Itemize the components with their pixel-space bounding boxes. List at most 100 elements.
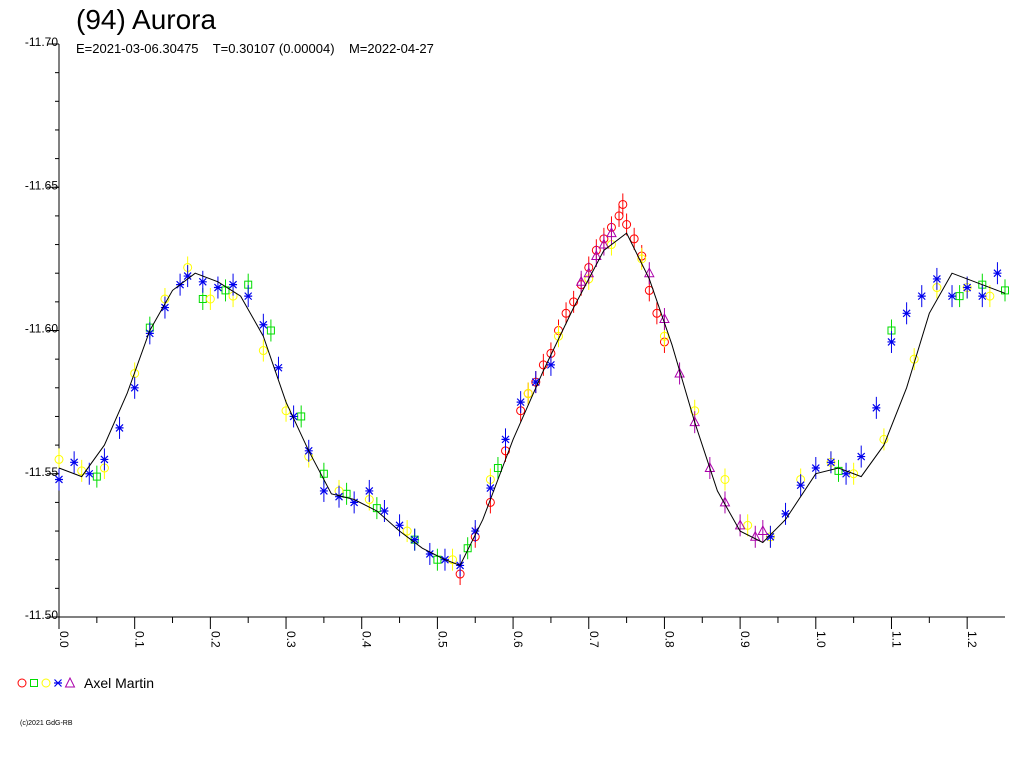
data-point [259, 313, 268, 336]
data-point [70, 451, 79, 474]
data-point [77, 459, 87, 482]
data-point [380, 499, 389, 522]
x-tick-label: 0.5 [435, 631, 449, 648]
marker-symbol [493, 464, 502, 473]
legend-symbol [41, 678, 51, 688]
data-point [297, 405, 306, 428]
marker-symbol [274, 363, 283, 372]
data-point [523, 382, 533, 405]
data-point [932, 267, 941, 290]
data-point [342, 482, 351, 505]
marker-symbol [872, 403, 881, 412]
data-point [471, 520, 480, 543]
marker-symbol [92, 472, 101, 481]
x-tick-label: 1.2 [965, 631, 979, 648]
x-tick-label: 0.7 [587, 631, 601, 648]
x-tick-label: 0.8 [662, 631, 676, 648]
x-tick-label: 0.0 [57, 631, 71, 648]
data-point [198, 270, 207, 293]
marker-symbol [614, 211, 624, 221]
marker-symbol [575, 275, 587, 286]
y-tick-label: -11.65 [25, 178, 58, 192]
marker-symbol [259, 320, 268, 329]
marker-symbol [410, 535, 419, 544]
marker-symbol [978, 292, 987, 301]
marker-symbol [857, 452, 866, 461]
data-point [575, 270, 587, 293]
marker-symbol [902, 309, 911, 318]
marker-symbol [963, 283, 972, 292]
series-4 [575, 222, 769, 548]
data-point [561, 302, 571, 325]
data-point [319, 479, 328, 502]
data-point [879, 428, 889, 451]
data-point [749, 525, 761, 548]
legend-symbol [54, 679, 62, 687]
legend-label: Axel Martin [84, 675, 155, 691]
y-tick-label: -11.55 [25, 465, 58, 479]
marker-symbol [948, 292, 957, 301]
marker-symbol [297, 412, 306, 421]
x-tick-label: 1.0 [814, 631, 828, 648]
data-point [857, 445, 866, 468]
marker-symbol [501, 435, 510, 444]
marker-symbol [229, 280, 238, 289]
data-point [92, 465, 101, 488]
marker-symbol [689, 416, 701, 427]
x-tick-label: 0.9 [738, 631, 752, 648]
legend-symbol [64, 676, 76, 688]
x-tick-label: 0.1 [133, 631, 147, 648]
data-point [811, 457, 820, 480]
data-point [842, 462, 851, 485]
copyright-text: (c)2021 GdG-RB [20, 720, 73, 727]
data-point [463, 537, 472, 560]
marker-symbol [380, 507, 389, 515]
data-point [350, 491, 359, 514]
marker-symbol [130, 383, 139, 392]
data-point [258, 339, 268, 362]
data-point [606, 222, 617, 245]
marker-symbol [629, 234, 639, 244]
legend-symbols [17, 676, 76, 688]
marker-symbol [834, 466, 843, 475]
marker-symbol [719, 496, 731, 507]
data-point [244, 285, 253, 308]
marker-symbol [463, 544, 472, 553]
data-point [614, 204, 624, 227]
data-point [902, 302, 911, 325]
data-point [372, 497, 381, 520]
data-point [618, 193, 628, 216]
marker-symbol [55, 475, 63, 484]
data-point [917, 285, 926, 308]
data-point [433, 548, 442, 571]
data-point [493, 457, 502, 480]
marker-symbol [85, 469, 94, 478]
data-point [643, 262, 655, 285]
marker-symbol [826, 458, 835, 467]
data-point [766, 525, 775, 548]
x-tick-label: 1.1 [889, 631, 903, 648]
marker-symbol [319, 487, 328, 495]
data-point [978, 285, 987, 308]
series-3 [55, 262, 1002, 577]
y-tick-label: -11.50 [25, 608, 58, 622]
marker-symbol [811, 464, 820, 472]
marker-symbol [598, 238, 610, 249]
data-point [486, 477, 495, 500]
marker-symbol [183, 272, 192, 280]
data-point [365, 479, 374, 502]
data-point [719, 491, 731, 514]
marker-symbol [674, 367, 685, 378]
marker-symbol [198, 277, 207, 286]
legend-symbol [30, 679, 38, 687]
chart-subtitle: E=2021-03-06.30475 T=0.30107 (0.00004) M… [76, 41, 434, 56]
chart-title: (94) Aurora [76, 4, 217, 35]
marker-symbol [606, 227, 617, 238]
marker-symbol [1001, 286, 1009, 295]
marker-symbol [100, 455, 109, 464]
marker-symbol [590, 249, 602, 261]
data-point [55, 468, 63, 491]
marker-symbol [266, 326, 275, 335]
marker-symbol [546, 360, 555, 369]
